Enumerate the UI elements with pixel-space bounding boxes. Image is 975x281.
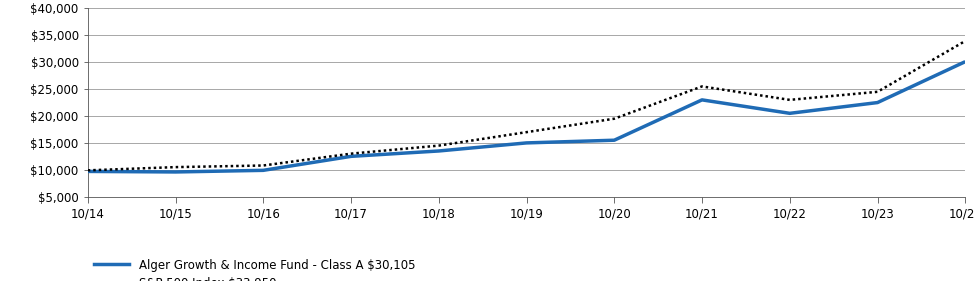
Legend: Alger Growth & Income Fund - Class A $30,105, S&P 500 Index $33,950: Alger Growth & Income Fund - Class A $30… [94,259,415,281]
